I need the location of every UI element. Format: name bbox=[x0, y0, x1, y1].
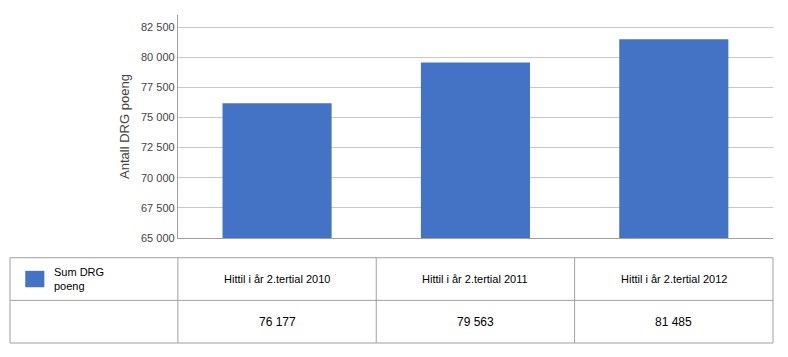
svg-text:67 500: 67 500 bbox=[141, 202, 175, 214]
svg-text:65 000: 65 000 bbox=[141, 232, 175, 244]
svg-text:70 000: 70 000 bbox=[141, 172, 175, 184]
svg-text:80 000: 80 000 bbox=[141, 51, 175, 63]
svg-text:Hittil i år 2.tertial 2011: Hittil i år 2.tertial 2011 bbox=[422, 273, 528, 285]
svg-text:Hittil i år 2.tertial 2012: Hittil i år 2.tertial 2012 bbox=[621, 273, 727, 285]
svg-text:82 500: 82 500 bbox=[141, 21, 175, 33]
svg-text:76 177: 76 177 bbox=[259, 315, 296, 329]
svg-text:Antall DRG poeng: Antall DRG poeng bbox=[117, 74, 132, 179]
svg-text:75 000: 75 000 bbox=[141, 111, 175, 123]
svg-text:72 500: 72 500 bbox=[141, 141, 175, 153]
svg-text:79 563: 79 563 bbox=[457, 315, 494, 329]
svg-text:77 500: 77 500 bbox=[141, 81, 175, 93]
svg-text:Hittil i år 2.tertial 2010: Hittil i år 2.tertial 2010 bbox=[224, 273, 330, 285]
svg-text:81 485: 81 485 bbox=[655, 315, 692, 329]
svg-text:Sum DRGpoeng: Sum DRGpoeng bbox=[54, 266, 104, 292]
